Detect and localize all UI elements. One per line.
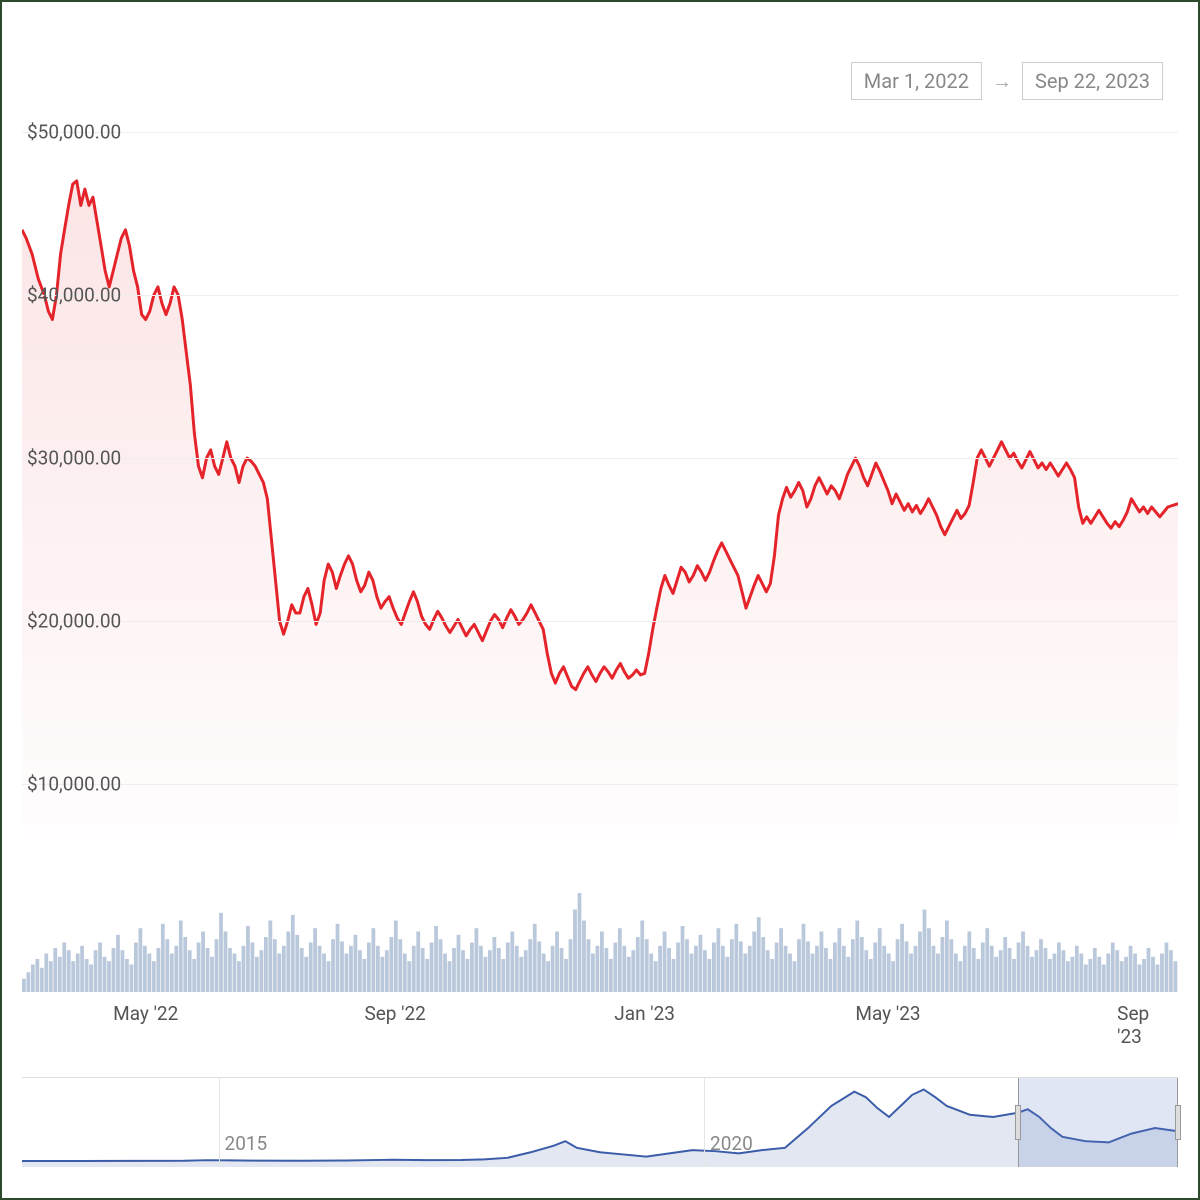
navigator-handle-left[interactable] xyxy=(1015,1105,1021,1141)
y-axis-label: $50,000.00 xyxy=(27,121,121,144)
end-date-input[interactable]: Sep 22, 2023 xyxy=(1022,62,1163,100)
x-axis-label: Sep '22 xyxy=(364,1002,425,1025)
gridline xyxy=(22,784,1178,785)
navigator-chart[interactable]: 2015 2020 xyxy=(22,1077,1178,1167)
x-axis-label: Jan '23 xyxy=(614,1002,675,1025)
navigator-handle-right[interactable] xyxy=(1175,1105,1181,1141)
chart-container: Mar 1, 2022 → Sep 22, 2023 $10,000.00 $20… xyxy=(0,0,1200,1200)
x-axis-labels: May '22Sep '22Jan '23May '23Sep '23 xyxy=(22,1002,1178,1032)
y-axis-label: $10,000.00 xyxy=(27,773,121,796)
y-axis-label: $30,000.00 xyxy=(27,447,121,470)
gridline xyxy=(22,621,1178,622)
navigator-year-label: 2015 xyxy=(225,1132,268,1155)
y-axis-label: $40,000.00 xyxy=(27,284,121,307)
x-axis-label: Sep '23 xyxy=(1117,1002,1158,1048)
navigator-year-label: 2020 xyxy=(710,1132,753,1155)
y-axis-label: $20,000.00 xyxy=(27,610,121,633)
gridline xyxy=(22,295,1178,296)
date-range-selector: Mar 1, 2022 → Sep 22, 2023 xyxy=(851,62,1163,100)
arrow-right-icon: → xyxy=(992,69,1012,94)
price-chart[interactable]: $10,000.00 $20,000.00 $30,000.00 $40,000.00… xyxy=(22,132,1178,882)
x-axis-label: May '23 xyxy=(855,1002,920,1025)
start-date-input[interactable]: Mar 1, 2022 xyxy=(851,62,982,100)
gridline xyxy=(22,132,1178,133)
volume-chart xyxy=(22,882,1178,992)
navigator-selection[interactable] xyxy=(1018,1078,1178,1167)
x-axis-label: May '22 xyxy=(113,1002,178,1025)
gridline xyxy=(22,458,1178,459)
